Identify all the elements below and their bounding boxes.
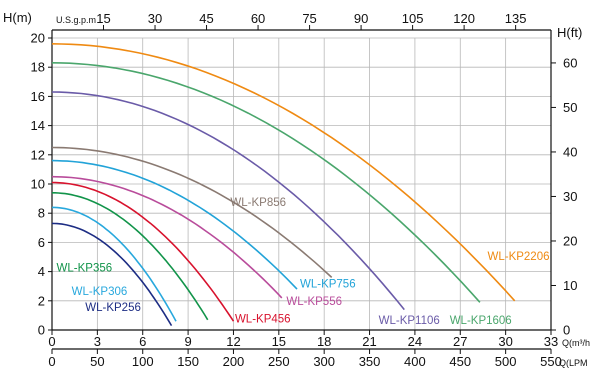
q-lpm-tick-label: 50: [90, 354, 104, 369]
gpm-tick-label: 90: [354, 11, 368, 26]
label-wl-kp1106: WL-KP1106: [379, 315, 440, 327]
q-m3h-tick-label: 24: [408, 334, 422, 349]
label-wl-kp306: WL-KP306: [72, 286, 128, 298]
h-ft-tick-label: 0: [563, 323, 570, 338]
q-m3h-tick-label: 18: [317, 334, 331, 349]
q-m3h-tick-label: 9: [184, 334, 191, 349]
h-m-tick-label: 20: [31, 31, 45, 46]
h-ft-tick-label: 50: [563, 100, 577, 115]
h-ft-axis-title: H(ft): [557, 25, 582, 40]
h-m-tick-label: 14: [31, 118, 45, 133]
q-lpm-tick-label: 250: [268, 354, 290, 369]
q-lpm-tick-label: 400: [404, 354, 426, 369]
q-m3h-tick-label: 6: [139, 334, 146, 349]
label-layer: WL-KP256 WL-KP306 WL-KP356 WL-KP456 WL-KP556…: [57, 197, 550, 327]
h-m-tick-label: 16: [31, 89, 45, 104]
q-m3h-tick-label: 12: [226, 334, 240, 349]
h-m-tick-label: 4: [38, 264, 45, 279]
h-ft-tick-label: 60: [563, 55, 577, 70]
curve-wl-kp2206: [52, 44, 515, 301]
gpm-tick-label: 105: [402, 11, 424, 26]
q-m3h-tick-label: 15: [272, 334, 286, 349]
label-wl-kp1606: WL-KP1606: [450, 315, 512, 327]
h-m-tick-label: 2: [38, 293, 45, 308]
gpm-tick-label: 15: [96, 11, 110, 26]
gpm-tick-label: 45: [199, 11, 213, 26]
gpm-axis-title: U.S.g.p.m: [56, 15, 96, 25]
q-m3h-tick-label: 21: [362, 334, 376, 349]
gpm-tick-label: 135: [505, 11, 527, 26]
h-ft-tick-label: 40: [563, 144, 577, 159]
label-wl-kp556: WL-KP556: [286, 296, 342, 308]
h-m-tick-label: 18: [31, 60, 45, 75]
gpm-tick-label: 75: [302, 11, 316, 26]
q-lpm-axis-title: Q(LPM: [559, 358, 588, 368]
h-ft-tick-label: 20: [563, 233, 577, 248]
q-m3h-tick-label: 27: [453, 334, 467, 349]
q-m3h-tick-label: 3: [94, 334, 101, 349]
q-lpm-tick-label: 300: [313, 354, 335, 369]
q-lpm-tick-label: 150: [177, 354, 199, 369]
label-wl-kp2206: WL-KP2206: [487, 251, 549, 263]
label-wl-kp456: WL-KP456: [235, 314, 291, 326]
q-m3h-tick-label: 30: [498, 334, 512, 349]
q-lpm-tick-label: 200: [223, 354, 245, 369]
curve-wl-kp1106: [52, 92, 404, 310]
label-wl-kp356: WL-KP356: [57, 263, 113, 275]
label-wl-kp856: WL-KP856: [230, 197, 286, 209]
q-m3h-axis-title: Q(m³/h: [562, 338, 590, 348]
q-lpm-tick-label: 0: [48, 354, 55, 369]
h-m-axis-title: H(m): [3, 10, 32, 25]
gpm-tick-label: 60: [251, 11, 265, 26]
h-ft-tick-label: 30: [563, 189, 577, 204]
curve-layer: [52, 44, 515, 326]
label-wl-kp256: WL-KP256: [85, 302, 141, 314]
h-m-tick-label: 6: [38, 235, 45, 250]
q-lpm-tick-label: 350: [359, 354, 381, 369]
q-lpm-tick-label: 100: [132, 354, 154, 369]
gpm-tick-label: 120: [453, 11, 475, 26]
h-m-tick-label: 12: [31, 147, 45, 162]
h-m-tick-label: 10: [31, 177, 45, 192]
q-lpm-tick-label: 500: [495, 354, 517, 369]
q-lpm-tick-label: 450: [449, 354, 471, 369]
h-m-tick-label: 0: [38, 323, 45, 338]
q-m3h-tick-label: 0: [48, 334, 55, 349]
h-ft-tick-label: 10: [563, 278, 577, 293]
gpm-tick-label: 30: [148, 11, 162, 26]
h-m-tick-label: 8: [38, 206, 45, 221]
curve-wl-kp856: [52, 148, 332, 278]
q-m3h-tick-label: 33: [544, 334, 558, 349]
label-wl-kp756: WL-KP756: [300, 279, 356, 291]
